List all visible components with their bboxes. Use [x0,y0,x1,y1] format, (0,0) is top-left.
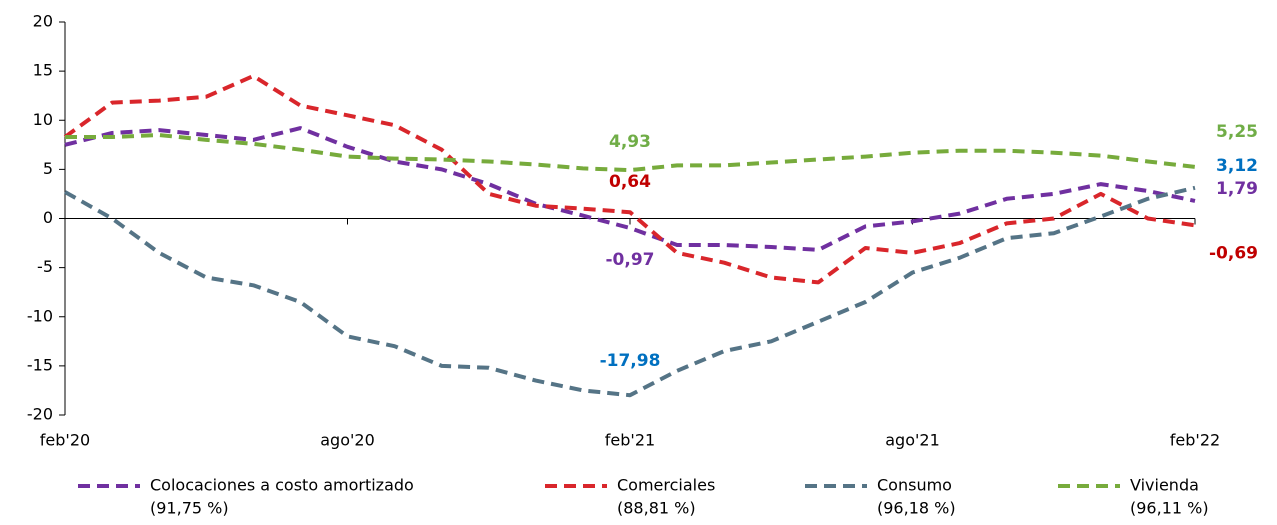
legend-label: Comerciales [617,476,715,495]
series-line [63,74,1196,285]
x-tick-label: ago'20 [320,431,375,450]
legend-note: (91,75 %) [150,499,229,518]
x-tick-label: feb'21 [605,431,655,450]
value-label: -0,69 [1209,243,1258,263]
y-tick-label: 5 [43,159,53,178]
value-label: 4,93 [609,132,651,152]
y-tick-label: 15 [33,61,53,80]
y-tick-label: -5 [37,257,53,276]
value-label: 1,79 [1216,179,1258,199]
value-label: -17,98 [600,351,661,371]
y-tick-label: -10 [27,306,53,325]
y-tick-label: 0 [43,208,53,227]
value-label: 5,25 [1216,122,1258,142]
x-tick-label: ago'21 [885,431,940,450]
x-tick-label: feb'20 [40,431,90,450]
legend-label: Colocaciones a costo amortizado [150,476,414,495]
y-tick-label: 10 [33,110,53,129]
x-tick-label: feb'22 [1170,431,1220,450]
legend-note: (96,11 %) [1130,499,1209,518]
y-tick-label: 20 [33,12,53,31]
y-tick-label: -20 [27,405,53,424]
y-tick-label: -15 [27,355,53,374]
legend-label: Consumo [877,476,952,495]
series-line [64,126,1196,252]
legend-note: (88,81 %) [617,499,696,518]
series-line [64,185,1196,398]
legend-note: (96,18 %) [877,499,956,518]
value-label: 3,12 [1216,156,1258,176]
value-label: -0,97 [606,250,655,270]
value-label: 0,64 [609,172,651,192]
legend-label: Vivienda [1130,476,1199,495]
